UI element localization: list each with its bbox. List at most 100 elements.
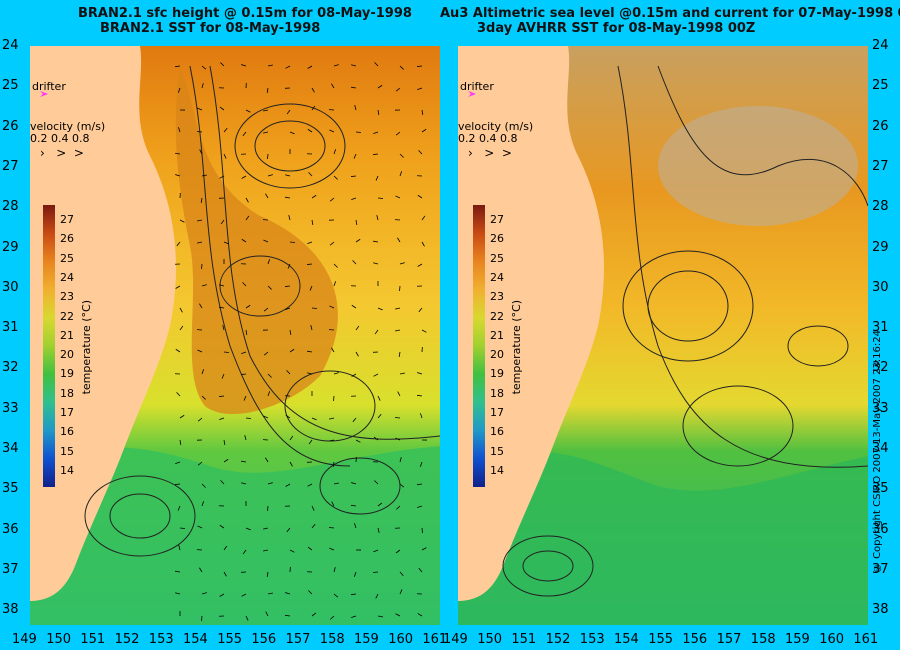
velocity-vector [416,483,423,486]
colorbar-tick: 26 [60,232,74,246]
velocity-vector [244,435,247,441]
velocity-vector [201,369,205,375]
velocity-vector [333,64,339,67]
velocity-vector [417,263,423,267]
colorbar-tick: 25 [60,251,74,265]
velocity-vector [397,391,401,397]
velocity-vector [219,106,225,111]
cool-water-region [30,446,440,625]
velocity-vector [417,87,423,91]
velocity-vector [421,241,425,247]
velocity-vector [306,263,313,265]
velocity-vector [421,547,427,551]
velocity-vector [311,505,315,511]
velocity-vector [377,84,383,89]
velocity-vector [420,413,423,419]
velocity-vector [374,480,379,485]
velocity-vector [418,307,423,313]
velocity-vector [265,193,269,199]
velocity-vector [311,523,316,529]
copyright-text: © Copyright CSIRO 2007 13-May-2007 23:16… [872,330,883,574]
tick-label: 28 [2,199,19,215]
tick-label: 26 [2,118,19,134]
colorbar-tick: 16 [60,425,74,439]
velocity-vector [220,480,225,485]
velocity-vector [329,417,335,420]
velocity-vector [375,175,379,181]
velocity-vector [311,87,315,93]
velocity-vector [355,219,358,225]
tick-label: 151 [511,632,537,647]
velocity-vector [351,197,357,201]
tick-label: 161 [422,632,448,647]
colorbar-tick: 15 [490,444,504,458]
velocity-vector [177,505,181,511]
tick-label: 153 [148,632,174,647]
colorbar-tick: 14 [490,463,504,477]
velocity-vector [421,329,427,333]
velocity-vector [201,501,205,507]
velocity-vector [355,325,360,331]
tick-label: 158 [319,632,345,647]
velocity-vector [218,395,225,397]
velocity-vector [329,305,335,309]
velocity-vector [197,525,203,529]
velocity-vector [242,131,247,137]
velocity-vector [267,482,273,485]
velocity-vector [373,240,379,243]
velocity-vector [377,413,382,419]
velocity-vector [240,373,247,375]
velocity-vector [201,174,207,177]
velocity-vector [350,504,357,507]
velocity-vector [373,549,379,553]
velocity-vector [174,483,181,485]
velocity-vector [241,238,247,243]
velocity-vector [197,219,203,222]
velocity-vector [286,527,291,533]
velocity-vector [372,153,379,155]
velocity-vector [285,65,291,69]
velocity-vector [289,348,295,353]
velocity-vector [201,483,206,488]
colorbar-tick: 16 [490,425,504,439]
velocity-vector [333,567,336,573]
velocity-vector [245,215,250,221]
velocity-vector [351,615,357,618]
warm-current-core [175,66,338,415]
velocity-vector [178,127,181,133]
velocity-vector [395,437,401,441]
tick-label: 31 [2,320,19,336]
land-mass [458,46,604,601]
velocity-vector [286,109,291,115]
velocity-vector [395,549,401,554]
velocity-vector [263,131,269,134]
velocity-vector [352,417,357,423]
colorbar-tick: 27 [60,213,74,226]
velocity-vector [267,259,271,265]
velocity-vector [421,215,426,221]
velocity-scale-right: 0.2 0.4 0.8 [458,132,518,145]
colorbar-tick: 17 [490,406,504,419]
velocity-vector [263,109,269,112]
velocity-vector [219,175,225,179]
velocity-vector [395,131,401,136]
velocity-vector [309,285,313,291]
tick-label: 27 [2,158,19,174]
cool-water-region [458,451,868,625]
velocity-vector [307,128,313,133]
velocity-vector [397,237,401,243]
velocity-arrows-left: › > > [40,146,84,160]
velocity-vector [241,593,247,597]
velocity-vector [308,439,313,445]
cloud-masked-area [658,106,858,226]
velocity-vector [219,593,225,597]
velocity-vector [351,482,357,485]
velocity-vector [201,395,206,400]
tick-label: 35 [2,481,19,497]
velocity-vector [197,349,203,353]
velocity-vector [399,153,404,158]
velocity-vector [377,109,380,115]
tick-label: 26 [872,118,889,134]
tick-label: 38 [2,602,19,618]
velocity-vector [222,325,225,331]
